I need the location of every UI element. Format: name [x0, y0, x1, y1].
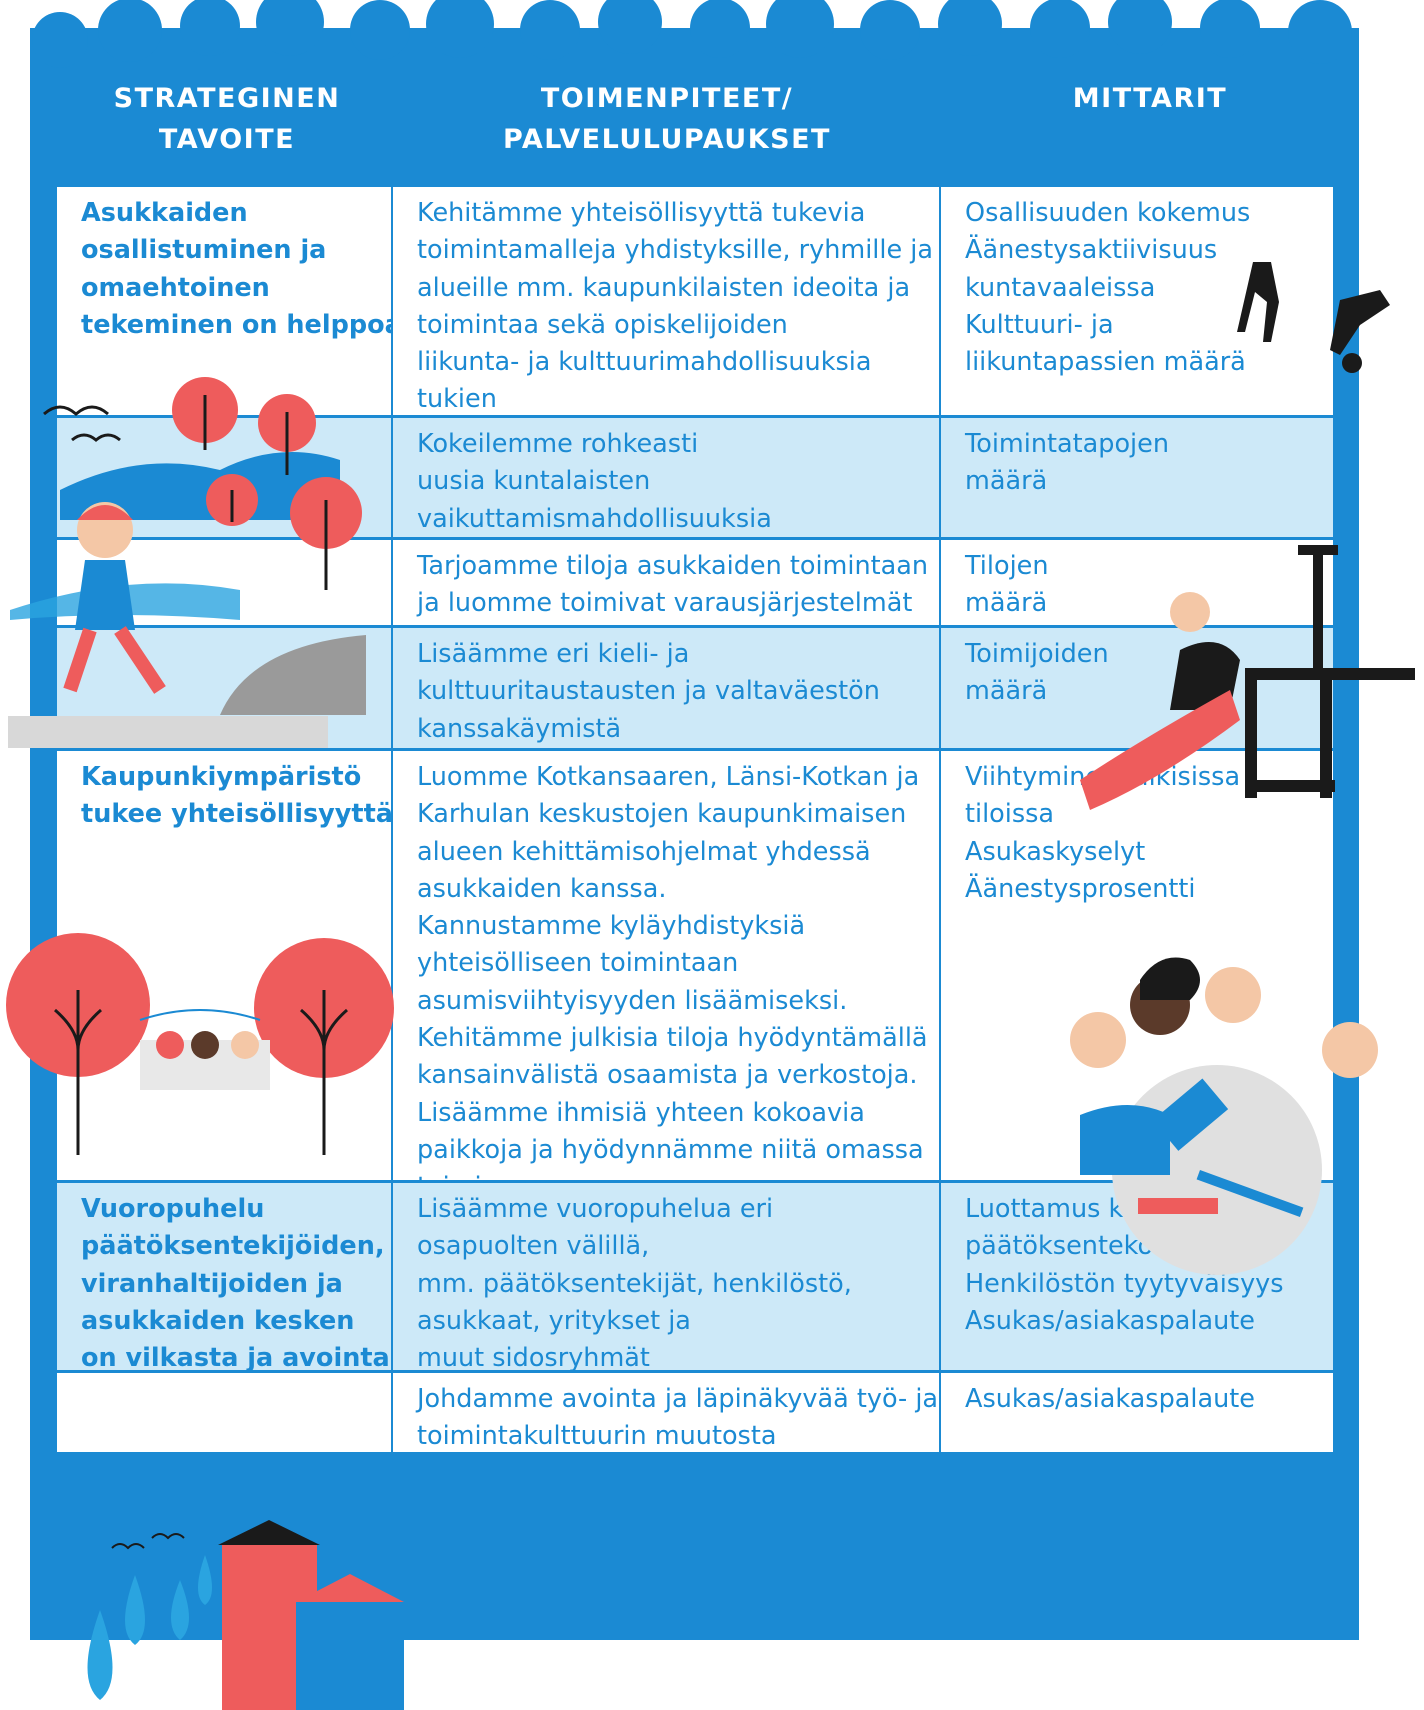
column-header: TOIMENPITEET/PALVELULUPAUKSET: [394, 78, 940, 160]
text-line: Kehitämme julkisia tiloja hyödyntämällä: [417, 1023, 928, 1054]
text-line: kanssakäymistä: [417, 713, 622, 744]
text-line: ja luomme toimivat varausjärjestelmät: [417, 588, 913, 619]
metrics-cell: Osallisuuden kokemus Äänestysaktiivisuus k…: [941, 187, 1333, 415]
metrics-cell: Toimijoiden määrä: [941, 628, 1333, 748]
text-line: Äänestysaktiivisuus: [965, 235, 1218, 266]
text-line: Toimintatapojen: [965, 429, 1169, 459]
text-line: mm. päätöksentekijät, henkilöstö,: [417, 1268, 852, 1299]
text-line: MITTARIT: [1072, 83, 1228, 114]
text-line: toimintamalleja yhdistyksille, ryhmille …: [417, 235, 933, 266]
text-line: Karhulan keskustojen kaupunkimaisen: [417, 799, 907, 830]
text-line: osapuolten välillä,: [417, 1231, 650, 1262]
text-line: Kehitämme yhteisöllisyyttä tukevia: [417, 198, 866, 228]
text-line: tukien: [417, 384, 497, 415]
text-line: uusia kuntalaisten: [417, 466, 651, 497]
column-header: MITTARIT: [940, 78, 1360, 119]
text-line: Asukas/asiakaspalaute: [965, 1305, 1255, 1336]
text-line: määrä: [965, 676, 1048, 707]
text-line: päätöksentekoon: [965, 1231, 1185, 1262]
text-line: toimintakulttuurin muutosta: [417, 1421, 777, 1452]
text-line: muut sidosryhmät: [417, 1343, 650, 1374]
goal-cell: [57, 418, 391, 537]
text-line: Kannustamme kyläyhdistyksiä: [417, 911, 806, 942]
actions-cell: Lisäämme eri kieli- ja kulttuuritaustaust…: [393, 628, 939, 748]
text-line: liikunta- ja kulttuurimahdollisuuksia: [417, 347, 872, 378]
text-line: Tarjoamme tiloja asukkaiden toimintaan: [417, 551, 929, 581]
actions-cell: Lisäämme vuoropuhelua eri osapuolten väli…: [393, 1183, 939, 1373]
goal-cell: [57, 540, 391, 625]
goal-cell: Vuoropuhelu päätöksentekijöiden, viranhalt…: [57, 1183, 391, 1373]
text-line: määrä: [965, 588, 1048, 619]
text-line: Asukas/asiakaspalaute: [965, 1384, 1255, 1414]
metrics-cell: Asukas/asiakaspalaute: [941, 1373, 1333, 1452]
text-line: Kulttuuri- ja: [965, 309, 1114, 340]
text-line: on vilkasta ja avointa: [81, 1343, 390, 1374]
text-line: asukkaat, yritykset ja: [417, 1305, 691, 1336]
text-line: TAVOITE: [158, 124, 296, 155]
text-line: Lisäämme ihmisiä yhteen kokoavia: [417, 1097, 865, 1128]
text-line: viranhaltijoiden ja: [81, 1268, 343, 1299]
text-line: alueen kehittämisohjelmat yhdessä: [417, 836, 871, 867]
text-line: Luottamus kunnan: [965, 1194, 1203, 1224]
actions-cell: Luomme Kotkansaaren, Länsi-Kotkan ja Karh…: [393, 751, 939, 1202]
actions-cell: Kokeilemme rohkeasti uusia kuntalaisten va…: [393, 418, 939, 537]
metrics-cell: Tilojen määrä: [941, 540, 1333, 625]
column-header: STRATEGINEN TAVOITE: [30, 78, 424, 160]
text-line: toimintaa sekä opiskelijoiden: [417, 309, 788, 340]
text-line: tukee yhteisöllisyyttä: [81, 799, 394, 830]
text-line: Viihtyminen julkisissa: [965, 762, 1241, 792]
actions-cell: Johdamme avointa ja läpinäkyvää työ- ja t…: [393, 1373, 939, 1452]
text-line: asukkaiden kesken: [81, 1305, 355, 1336]
text-line: asumisviihtyisyyden lisäämiseksi.: [417, 985, 848, 1016]
text-line: yhteisölliseen toimintaan: [417, 948, 739, 979]
text-line: Asukaskyselyt: [965, 836, 1146, 867]
text-line: määrä: [965, 466, 1048, 497]
text-line: PALVELULUPAUKSET: [503, 124, 831, 155]
text-line: tekeminen on helppoa: [81, 309, 402, 340]
text-line: asukkaiden kanssa.: [417, 873, 667, 904]
text-line: osallistuminen ja: [81, 235, 327, 266]
text-line: Osallisuuden kokemus: [965, 198, 1251, 228]
metrics-cell: Luottamus kunnan päätöksentekoon Henkilöst…: [941, 1183, 1333, 1370]
text-line: paikkoja ja hyödynnämme niitä omassa: [417, 1134, 924, 1165]
metrics-cell: Viihtyminen julkisissa tiloissa Asukaskyse…: [941, 751, 1333, 1180]
text-line: Kaupunkiympäristö: [81, 762, 362, 792]
text-line: kansainvälistä osaamista ja verkostoja.: [417, 1060, 918, 1091]
metrics-cell: Toimintatapojen määrä: [941, 418, 1333, 537]
text-line: vaikuttamismahdollisuuksia: [417, 503, 772, 534]
text-line: Lisäämme eri kieli- ja: [417, 639, 690, 669]
text-line: liikuntapassien määrä: [965, 347, 1246, 378]
text-line: Vuoropuhelu: [81, 1194, 265, 1224]
goal-cell: Kaupunkiympäristö tukee yhteisöllisyyttä: [57, 751, 394, 1180]
text-line: Henkilöstön tyytyväisyys: [965, 1268, 1284, 1299]
text-line: alueille mm. kaupunkilaisten ideoita ja: [417, 272, 911, 303]
text-line: Luomme Kotkansaaren, Länsi-Kotkan ja: [417, 762, 920, 792]
text-line: kulttuuritaustausten ja valtaväestön: [417, 676, 880, 707]
goal-cell: [57, 1373, 391, 1452]
actions-cell: Kehitämme yhteisöllisyyttä tukevia toimin…: [393, 187, 939, 415]
text-line: Lisäämme vuoropuhelua eri: [417, 1194, 774, 1224]
goal-cell: [57, 628, 391, 748]
text-line: Kokeilemme rohkeasti: [417, 429, 699, 459]
text-line: Tilojen: [965, 551, 1049, 581]
text-line: päätöksentekijöiden,: [81, 1231, 385, 1262]
text-line: omaehtoinen: [81, 272, 270, 303]
text-line: STRATEGINEN: [113, 83, 341, 114]
actions-cell: Tarjoamme tiloja asukkaiden toimintaan ja…: [393, 540, 939, 625]
text-line: Asukkaiden: [81, 198, 248, 228]
text-line: tiloissa: [965, 799, 1055, 830]
text-line: Johdamme avointa ja läpinäkyvää työ- ja: [417, 1384, 939, 1414]
text-line: kuntavaaleissa: [965, 272, 1156, 303]
goal-cell: Asukkaiden osallistuminen ja omaehtoinen te…: [57, 187, 402, 415]
text-line: Toimijoiden: [965, 639, 1109, 669]
text-line: TOIMENPITEET/: [540, 83, 794, 114]
text-line: Äänestysprosentti: [965, 873, 1196, 904]
